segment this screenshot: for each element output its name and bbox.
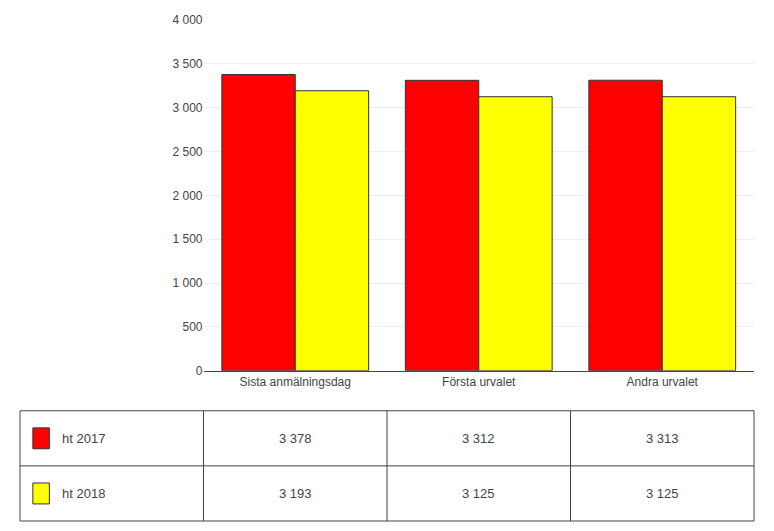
svg-text:Andra urvalet: Andra urvalet — [627, 375, 699, 389]
svg-text:1 500: 1 500 — [172, 232, 202, 246]
svg-text:Första urvalet: Första urvalet — [442, 375, 516, 389]
svg-text:3 125: 3 125 — [462, 486, 495, 501]
svg-text:1 000: 1 000 — [172, 276, 202, 290]
svg-text:0: 0 — [196, 364, 203, 378]
svg-text:3 000: 3 000 — [172, 101, 202, 115]
svg-text:3 312: 3 312 — [462, 431, 495, 446]
svg-text:ht 2018: ht 2018 — [62, 486, 105, 501]
svg-text:3 500: 3 500 — [172, 57, 202, 71]
svg-text:3 378: 3 378 — [279, 431, 312, 446]
svg-text:Sista anmälningsdag: Sista anmälningsdag — [240, 375, 351, 389]
svg-text:500: 500 — [182, 320, 202, 334]
svg-text:3 125: 3 125 — [646, 486, 679, 501]
svg-text:2 000: 2 000 — [172, 189, 202, 203]
svg-text:3 313: 3 313 — [646, 431, 679, 446]
svg-text:3 193: 3 193 — [279, 486, 312, 501]
svg-text:ht 2017: ht 2017 — [62, 431, 105, 446]
svg-text:2 500: 2 500 — [172, 145, 202, 159]
svg-text:4 000: 4 000 — [172, 13, 202, 27]
